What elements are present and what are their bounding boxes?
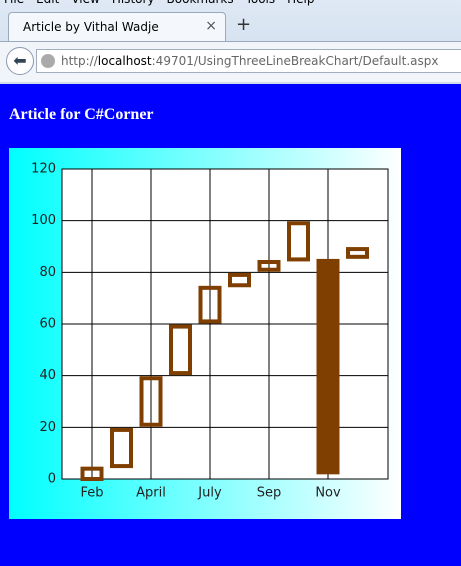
box <box>169 324 192 376</box>
box <box>257 260 281 272</box>
y-tick-label: 0 <box>48 472 56 487</box>
menu-bar: File Edit View History Bookmarks Tools Help <box>4 0 327 6</box>
box <box>139 376 163 427</box>
box-filled <box>316 258 340 475</box>
tab-title: Article by Vithal Wadje <box>23 20 159 34</box>
box <box>287 221 310 262</box>
url-scheme: http:// <box>61 54 98 68</box>
y-tick-label: 60 <box>39 317 56 332</box>
y-tick-label: 100 <box>31 213 56 228</box>
y-tick-label: 80 <box>39 265 56 280</box>
box <box>346 247 369 259</box>
menu-item[interactable]: Edit <box>36 0 59 6</box>
menu-item[interactable]: Help <box>287 0 314 6</box>
back-button[interactable]: ⬅ <box>6 47 34 75</box>
box <box>80 466 104 481</box>
url-host: localhost <box>97 54 152 68</box>
x-tick-label: April <box>136 486 166 501</box>
box <box>198 285 222 324</box>
new-tab[interactable]: + <box>236 14 252 35</box>
box <box>228 272 251 288</box>
menu-item[interactable]: Bookmarks <box>167 0 234 6</box>
x-tick-label: Feb <box>80 486 103 501</box>
menu-item[interactable]: File <box>4 0 24 6</box>
close-tab[interactable]: × <box>205 18 217 34</box>
x-tick-label: July <box>197 486 222 501</box>
box <box>110 427 133 469</box>
y-tick-label: 40 <box>39 368 56 383</box>
globe-icon <box>41 54 55 68</box>
menu-item[interactable]: History <box>112 0 155 6</box>
x-tick-label: Nov <box>315 486 341 501</box>
url-path: :49701/UsingThreeLineBreakChart/Default.… <box>151 54 439 68</box>
address-bar[interactable]: http://localhost:49701/UsingThreeLineBre… <box>36 49 461 73</box>
x-tick-label: Sep <box>257 486 282 501</box>
y-tick-label: 120 <box>31 162 56 177</box>
menu-item[interactable]: Tools <box>246 0 276 6</box>
tab[interactable]: Article by Vithal Wadje × <box>8 12 226 41</box>
heading: Article for C#Corner <box>9 106 154 123</box>
nav-bar: ⬅ http://localhost:49701/UsingThreeLineB… <box>0 41 461 82</box>
menu-item[interactable]: View <box>71 0 99 6</box>
browser-chrome: File Edit View History Bookmarks Tools Help Ar… <box>0 0 461 84</box>
y-tick-label: 20 <box>39 420 56 435</box>
